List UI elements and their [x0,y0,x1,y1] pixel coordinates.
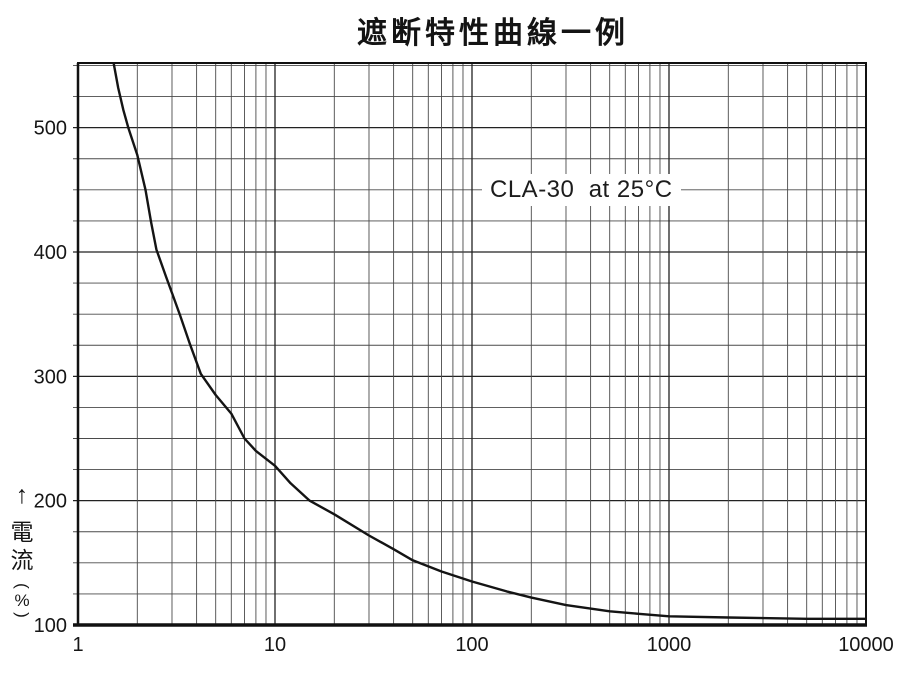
chart-title: 遮断特性曲線一例 [357,17,629,50]
characteristic-curve [112,63,866,620]
y-tick-labels: 100 200 300 400 500 [34,118,67,637]
series-annotation: CLA-30 at 25°C [482,174,681,206]
x-tick-labels: 1 10 100 1000 10000 [72,634,893,656]
y-tick-label: 300 [34,366,67,388]
x-tick-label: 100 [455,634,488,656]
y-tick-label: 400 [34,242,67,264]
grid [73,63,866,625]
y-axis-unit: % [14,591,30,610]
y-axis-paren-close: ) [12,612,32,618]
y-tick-label: 200 [34,491,67,513]
y-axis-label-char-1: 電 [10,519,34,545]
x-tick-label: 1000 [647,634,692,656]
x-axis-title: 時間 (SEC) → [100,649,252,676]
y-tick-label: 500 [34,118,67,140]
x-tick-label: 10000 [838,634,894,656]
x-tick-label: 1 [72,634,83,656]
x-tick-label: 10 [264,634,286,656]
up-arrow-icon: ↑ [15,481,29,509]
y-axis-label-char-2: 流 [10,547,34,573]
y-axis-paren-open: ( [12,583,32,589]
y-axis-title: ↑ 電 流 ( % ) [4,482,40,620]
y-tick-label: 100 [34,615,67,637]
